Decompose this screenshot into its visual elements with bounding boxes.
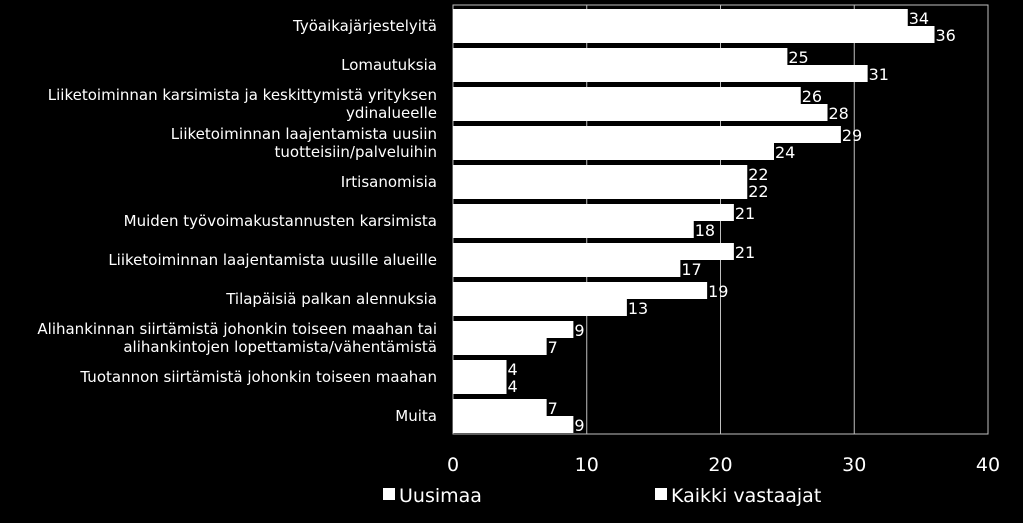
value-label-uusimaa-10: 7 — [548, 399, 558, 418]
category-label-5: Muiden työvoimakustannusten karsimista — [124, 212, 437, 230]
bar-uusimaa-7 — [453, 282, 708, 299]
value-label-uusimaa-6: 21 — [735, 243, 755, 262]
value-label-kaikki-1: 31 — [869, 65, 889, 84]
value-label-kaikki-6: 17 — [681, 260, 701, 279]
value-label-kaikki-9: 4 — [508, 377, 518, 396]
category-label-7: Tilapäisiä palkan alennuksia — [225, 290, 437, 308]
bar-uusimaa-9 — [453, 360, 507, 377]
legend: Uusimaa Kaikki vastaajat — [383, 485, 821, 507]
bar-kaikki-7 — [453, 299, 627, 316]
category-label-3: Liiketoiminnan laajentamista uusiin tuott… — [171, 125, 437, 161]
bar-kaikki-10 — [453, 416, 574, 433]
category-label-8: Alihankinnan siirtämistä johonkin toisee… — [37, 320, 437, 356]
category-label-2: Liiketoiminnan karsimista ja keskittymis… — [48, 86, 437, 122]
bar-uusimaa-6 — [453, 243, 734, 260]
value-label-uusimaa-1: 25 — [788, 48, 808, 67]
category-label-4: Irtisanomisia — [341, 173, 437, 191]
bar-kaikki-8 — [453, 338, 547, 355]
value-label-kaikki-8: 7 — [548, 338, 558, 357]
legend-swatch-kaikki — [655, 488, 667, 500]
value-label-uusimaa-0: 34 — [909, 9, 929, 28]
value-label-kaikki-10: 9 — [574, 416, 584, 435]
value-label-uusimaa-9: 4 — [508, 360, 518, 379]
bar-kaikki-3 — [453, 143, 774, 160]
x-tick-label-40: 40 — [976, 454, 1000, 476]
category-label-9: Tuotannon siirtämistä johonkin toiseen m… — [79, 368, 437, 386]
value-label-kaikki-4: 22 — [748, 182, 768, 201]
value-label-uusimaa-3: 29 — [842, 126, 862, 145]
category-label-1: Lomautuksia — [341, 56, 437, 74]
value-label-uusimaa-4: 22 — [748, 165, 768, 184]
bar-uusimaa-2 — [453, 87, 801, 104]
value-label-kaikki-2: 28 — [829, 104, 849, 123]
bar-uusimaa-5 — [453, 204, 734, 221]
category-labels: Työaikajärjestelyitä Lomautuksia Liiketoim… — [37, 17, 437, 425]
bar-kaikki-4 — [453, 182, 748, 199]
value-label-uusimaa-7: 19 — [708, 282, 728, 301]
value-label-kaikki-3: 24 — [775, 143, 795, 162]
bar-kaikki-9 — [453, 377, 507, 394]
x-tick-label-10: 10 — [575, 454, 599, 476]
bar-uusimaa-4 — [453, 165, 748, 182]
bar-uusimaa-3 — [453, 126, 841, 143]
legend-label-kaikki: Kaikki vastaajat — [671, 485, 821, 507]
x-axis: 0 10 20 30 40 — [447, 454, 1000, 476]
value-label-kaikki-0: 36 — [936, 26, 956, 45]
bar-uusimaa-8 — [453, 321, 574, 338]
bar-kaikki-2 — [453, 104, 828, 121]
category-label-6: Liiketoiminnan laajentamista uusille alu… — [108, 251, 437, 269]
value-label-uusimaa-5: 21 — [735, 204, 755, 223]
bar-kaikki-1 — [453, 65, 868, 82]
value-label-uusimaa-2: 26 — [802, 87, 822, 106]
category-label-10: Muita — [395, 407, 437, 425]
bars — [453, 9, 935, 433]
category-label-0: Työaikajärjestelyitä — [292, 17, 437, 35]
bar-kaikki-5 — [453, 221, 694, 238]
value-label-kaikki-7: 13 — [628, 299, 648, 318]
x-tick-label-20: 20 — [708, 454, 732, 476]
value-label-kaikki-5: 18 — [695, 221, 715, 240]
legend-label-uusimaa: Uusimaa — [399, 485, 482, 507]
legend-swatch-uusimaa — [383, 488, 395, 500]
x-tick-label-30: 30 — [842, 454, 866, 476]
bar-kaikki-6 — [453, 260, 681, 277]
bar-uusimaa-1 — [453, 48, 788, 65]
value-label-uusimaa-8: 9 — [574, 321, 584, 340]
x-tick-label-0: 0 — [447, 454, 459, 476]
bar-uusimaa-0 — [453, 9, 908, 26]
bar-kaikki-0 — [453, 26, 935, 43]
bar-uusimaa-10 — [453, 399, 547, 416]
